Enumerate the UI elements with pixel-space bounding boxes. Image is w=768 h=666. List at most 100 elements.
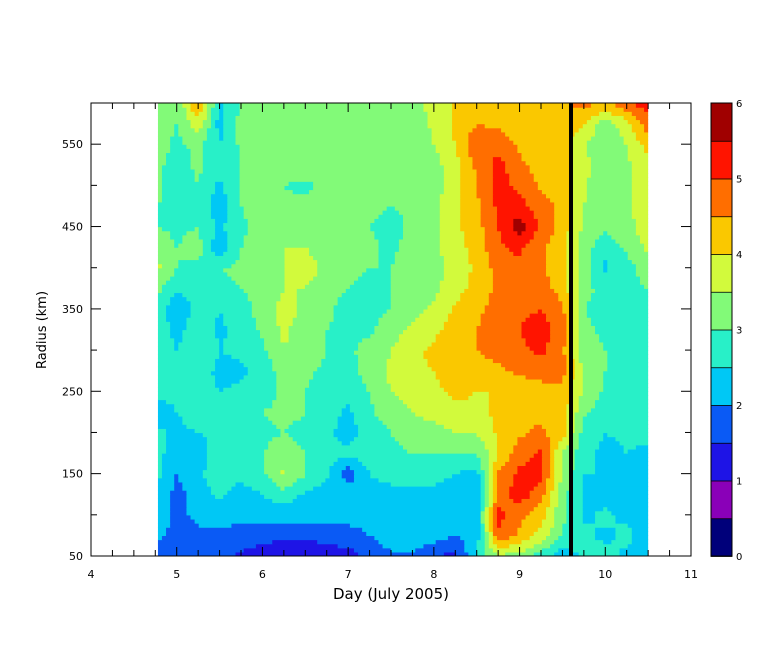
contour-cell	[329, 465, 347, 471]
contour-cell	[476, 189, 494, 195]
contour-cell	[521, 523, 543, 528]
contour-cell	[284, 185, 314, 191]
contour-cell	[456, 148, 469, 154]
contour-cell	[460, 205, 482, 211]
contour-cell	[644, 243, 649, 248]
contour-cell	[206, 481, 237, 487]
contour-cell	[386, 308, 425, 314]
contour-cell	[476, 177, 494, 182]
contour-cell	[215, 226, 224, 232]
contour-cell	[562, 308, 572, 314]
contour-cell	[603, 370, 649, 376]
contour-cell	[227, 210, 245, 215]
contour-cell	[468, 255, 490, 261]
contour-cell	[570, 383, 584, 388]
contour-cell	[595, 457, 649, 462]
contour-cell	[570, 481, 584, 487]
contour-cell	[582, 485, 649, 491]
contour-cell	[157, 345, 175, 351]
contour-cell	[264, 407, 306, 413]
contour-cell	[157, 284, 163, 289]
contour-cell	[161, 189, 216, 195]
contour-cell	[550, 321, 568, 326]
contour-cell	[464, 547, 478, 553]
contour-cell	[550, 275, 568, 281]
contour-cell	[411, 321, 445, 326]
contour-cell	[570, 201, 584, 207]
contour-cell	[627, 543, 649, 549]
contour-cell	[631, 127, 645, 133]
contour-cell	[533, 230, 555, 236]
contour-cell	[157, 111, 188, 116]
contour-cell	[170, 234, 183, 240]
contour-cell	[443, 321, 482, 326]
contour-cell	[202, 103, 208, 108]
contour-cell	[558, 494, 568, 499]
contour-cell	[492, 506, 498, 512]
contour-cell	[586, 189, 633, 195]
contour-cell	[492, 469, 498, 475]
contour-cell	[243, 362, 273, 368]
contour-cell	[590, 135, 625, 141]
contour-cell	[394, 436, 482, 442]
contour-cell	[472, 127, 502, 133]
contour-cell	[304, 387, 367, 392]
contour-cell	[582, 473, 649, 479]
contour-cell	[513, 140, 572, 145]
contour-cell	[157, 230, 171, 236]
contour-cell	[554, 523, 563, 528]
contour-cell	[492, 498, 498, 504]
contour-cell	[239, 160, 441, 166]
contour-cell	[452, 111, 600, 116]
contour-cell	[157, 201, 212, 207]
contour-cell	[501, 234, 535, 240]
contour-cell	[353, 473, 371, 479]
contour-cell	[476, 551, 486, 556]
contour-cell	[186, 498, 273, 504]
contour-cell	[198, 111, 208, 116]
contour-cell	[186, 490, 212, 495]
contour-cell	[439, 243, 465, 248]
contour-cell	[313, 181, 445, 186]
contour-cell	[170, 514, 192, 520]
contour-cell	[276, 313, 298, 318]
contour-cell	[480, 481, 486, 487]
contour-cell	[431, 127, 453, 133]
contour-cell	[488, 300, 563, 306]
contour-cell	[603, 383, 649, 388]
contour-cell	[574, 415, 584, 421]
contour-cell	[170, 523, 200, 528]
contour-cell	[194, 111, 200, 116]
contour-cell	[468, 395, 490, 401]
contour-cell	[488, 531, 494, 537]
contour-cell	[251, 313, 277, 318]
contour-cell	[403, 399, 490, 405]
contour-cell	[382, 210, 400, 215]
contour-cell	[276, 387, 306, 392]
contour-cell	[304, 465, 331, 471]
contour-cell	[586, 148, 629, 154]
contour-cell	[586, 185, 633, 191]
contour-cell	[439, 197, 461, 203]
contour-cell	[235, 115, 429, 121]
contour-cell	[161, 461, 208, 466]
contour-cell	[243, 205, 388, 211]
contour-cell	[423, 350, 482, 355]
contour-cell	[582, 514, 596, 520]
contour-cell	[223, 387, 277, 392]
contour-cell	[276, 481, 294, 487]
contour-cell	[615, 531, 633, 537]
contour-cell	[484, 494, 490, 499]
contour-cell	[525, 432, 547, 438]
contour-cell	[578, 292, 592, 298]
contour-cell	[284, 280, 310, 285]
contour-cell	[582, 387, 604, 392]
x-axis-label: Day (July 2005)	[333, 585, 449, 603]
contour-cell	[525, 514, 547, 520]
contour-cell	[566, 325, 572, 331]
contour-cell	[529, 490, 547, 495]
contour-cell	[215, 119, 224, 125]
contour-cell	[492, 477, 498, 483]
contour-cell	[496, 473, 514, 479]
